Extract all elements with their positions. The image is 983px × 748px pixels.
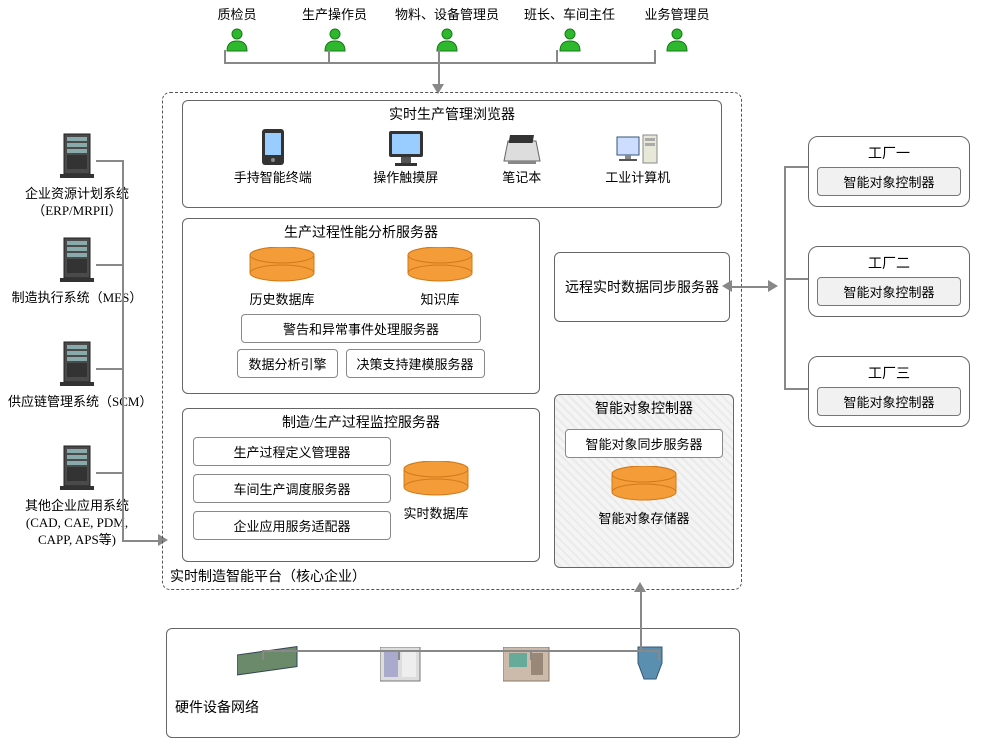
- server-icon: [56, 236, 98, 284]
- factory-1: 工厂一 智能对象控制器: [808, 136, 970, 207]
- role-material: 物料、设备管理员: [387, 4, 507, 53]
- factory-name: 工厂一: [817, 143, 961, 163]
- laptop-icon: [500, 135, 544, 167]
- server-icon: [56, 444, 98, 492]
- role-label: 业务管理员: [632, 4, 722, 23]
- person-icon: [290, 27, 380, 53]
- role-operator: 生产操作员: [290, 4, 380, 53]
- db-realtime: 实时数据库: [401, 437, 471, 540]
- sync-title: 远程实时数据同步服务器: [565, 277, 719, 297]
- person-icon: [515, 27, 625, 53]
- monitor-title: 制造/生产过程监控服务器: [183, 409, 539, 435]
- person-icon: [387, 27, 507, 53]
- factory-name: 工厂二: [817, 253, 961, 273]
- database-icon: [609, 466, 679, 502]
- role-qc: 质检员: [192, 4, 282, 53]
- smart-store: 智能对象存储器: [555, 466, 733, 527]
- app-adapter: 企业应用服务适配器: [193, 511, 391, 540]
- person-icon: [192, 27, 282, 53]
- database-icon: [247, 247, 317, 283]
- db-label: 历史数据库: [247, 289, 317, 308]
- server-icon: [56, 132, 98, 180]
- sync-box: 远程实时数据同步服务器: [554, 252, 730, 322]
- device-label: 工业计算机: [605, 167, 670, 186]
- factory-ctrl: 智能对象控制器: [817, 167, 961, 196]
- leftsys-label: 制造执行系统（MES）: [8, 290, 146, 307]
- factory-ctrl: 智能对象控制器: [817, 387, 961, 416]
- leftsys-scm: 供应链管理系统（SCM）: [8, 340, 146, 411]
- analysis-engine: 数据分析引擎: [237, 349, 337, 378]
- device-pda: 手持智能终端: [234, 127, 312, 186]
- db-knowledge: 知识库: [405, 247, 475, 308]
- factory-2: 工厂二 智能对象控制器: [808, 246, 970, 317]
- smart-store-label: 智能对象存储器: [555, 508, 733, 527]
- person-icon: [632, 27, 722, 53]
- decision-server: 决策支持建模服务器: [346, 349, 485, 378]
- smart-title: 智能对象控制器: [555, 395, 733, 421]
- schedule-server: 车间生产调度服务器: [193, 474, 391, 503]
- factory-3: 工厂三 智能对象控制器: [808, 356, 970, 427]
- db-label: 实时数据库: [401, 503, 471, 522]
- device-label: 手持智能终端: [234, 167, 312, 186]
- smart-sync: 智能对象同步服务器: [565, 429, 723, 458]
- role-biz: 业务管理员: [632, 4, 722, 53]
- leftsys-label: 供应链管理系统（SCM）: [8, 394, 146, 411]
- analysis-title: 生产过程性能分析服务器: [183, 219, 539, 245]
- device-laptop: 笔记本: [500, 135, 544, 186]
- alert-server: 警告和异常事件处理服务器: [241, 314, 481, 343]
- db-history: 历史数据库: [247, 247, 317, 308]
- device-touch: 操作触摸屏: [373, 127, 438, 186]
- monitor-box: 制造/生产过程监控服务器 生产过程定义管理器 车间生产调度服务器 企业应用服务适…: [182, 408, 540, 562]
- role-label: 物料、设备管理员: [387, 4, 507, 23]
- device-pc: 工业计算机: [605, 133, 670, 186]
- database-icon: [405, 247, 475, 283]
- server-icon: [56, 340, 98, 388]
- role-label: 质检员: [192, 4, 282, 23]
- smart-box: 智能对象控制器 智能对象同步服务器 智能对象存储器: [554, 394, 734, 568]
- factory-ctrl: 智能对象控制器: [817, 277, 961, 306]
- touchscreen-icon: [385, 127, 427, 167]
- hw-device-icon: [503, 647, 553, 685]
- browser-box: 实时生产管理浏览器 手持智能终端 操作触摸屏 笔记本 工业计算机: [182, 100, 722, 208]
- db-label: 知识库: [405, 289, 475, 308]
- leftsys-other: 其他企业应用系统(CAD, CAE, PDM, CAPP, APS等): [8, 444, 146, 549]
- role-leader: 班长、车间主任: [515, 4, 625, 53]
- leftsys-mes: 制造执行系统（MES）: [8, 236, 146, 307]
- pda-icon: [257, 127, 289, 167]
- process-def: 生产过程定义管理器: [193, 437, 391, 466]
- platform-title: 实时制造智能平台（核心企业）: [170, 566, 366, 586]
- leftsys-erp: 企业资源计划系统（ERP/MRPII）: [8, 132, 146, 220]
- hw-network-box: 硬件设备网络: [166, 628, 740, 738]
- device-label: 操作触摸屏: [373, 167, 438, 186]
- factory-name: 工厂三: [817, 363, 961, 383]
- database-icon: [401, 461, 471, 497]
- role-label: 班长、车间主任: [515, 4, 625, 23]
- analysis-box: 生产过程性能分析服务器 历史数据库 知识库 警告和异常事件处理服务器 数据分析引…: [182, 218, 540, 394]
- device-label: 笔记本: [500, 167, 544, 186]
- hw-title: 硬件设备网络: [167, 685, 739, 721]
- pc-icon: [615, 133, 661, 167]
- leftsys-label: 企业资源计划系统（ERP/MRPII）: [8, 186, 146, 220]
- browser-title: 实时生产管理浏览器: [183, 101, 721, 127]
- hw-device-icon: [380, 647, 424, 685]
- role-label: 生产操作员: [290, 4, 380, 23]
